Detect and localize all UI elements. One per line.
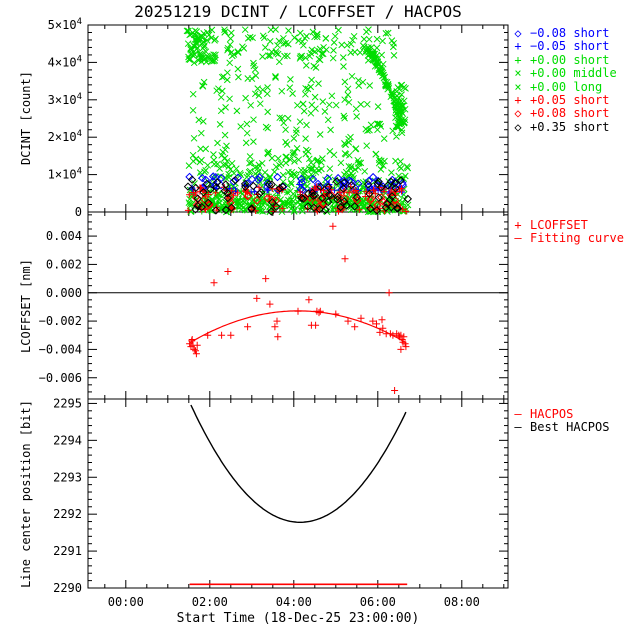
legend-cross-icon: × [514,79,522,94]
legend-item: ◇ −0.08 short [510,26,617,40]
legend-label: LCOFFSET [530,218,588,232]
tick-label: 02:00 [192,595,228,609]
legend-dcint: ◇ −0.08 short + −0.05 short + +0.00 short × +0.… [510,26,617,134]
legend-label: +0.08 short [530,106,610,121]
tick-label: 4×104 [48,54,82,69]
legend-label: Best HACPOS [530,420,610,435]
legend-label: +0.00 middle [530,66,617,81]
tick-label: 2290 [53,581,82,595]
legend-item: — Fitting curve [510,231,624,246]
axes: 0 1×104 2×104 3×104 4×104 5×104 0.004 0.002 0.00… [39,17,509,595]
legend-cross-icon: × [514,66,522,81]
legend-label: −0.05 short [530,39,610,54]
legend-dash-icon: — [514,231,522,246]
legend-item: — HACPOS [510,407,609,421]
x-tick-labels: 00:00 02:00 04:00 06:00 08:00 [108,595,480,609]
tick-label: 1×104 [48,167,82,182]
tick-label: 2295 [53,396,82,410]
tick-label: −0.004 [39,342,82,356]
legend-item: ◇ +0.08 short [510,106,617,121]
legend-plus-icon: + [514,218,522,232]
tick-label: 3×104 [48,92,82,107]
legend-label: +0.35 short [530,119,610,134]
legend-plus-icon: + [514,93,522,108]
tick-label: 06:00 [360,595,396,609]
legend-item: + +0.00 short [510,52,617,67]
fitting-curve [189,310,407,344]
tick-label: 2291 [53,544,82,558]
tick-label: 2293 [53,470,82,484]
hacpos-plot [189,404,408,586]
legend-label: −0.08 short [530,26,610,40]
best-hacpos-curve [190,404,407,523]
marks-diamond-black [191,201,403,216]
y-axis-label-hacpos: Line center position [bit] [19,400,33,588]
legend-label: +0.00 short [530,52,610,67]
legend-hacpos: — HACPOS — Best HACPOS [510,407,610,435]
tick-label: 0 [75,205,82,219]
legend-label: HACPOS [530,407,574,421]
tick-label: 2294 [53,433,82,447]
y-axis-label-dcint: DCINT [count] [19,71,33,165]
panel-frame-hacpos [87,398,509,589]
tick-label: 5×104 [48,17,82,32]
legend-item: × +0.00 middle [510,66,617,81]
tick-label: 0.000 [46,286,82,300]
legend-item: + +0.05 short [510,93,617,108]
legend-dash-icon: — [514,407,522,421]
legend-item: + LCOFFSET [510,218,624,232]
legend-diamond-icon: ◇ [514,119,522,134]
tick-label: 0.004 [46,229,82,243]
tick-label: 2×104 [48,129,82,144]
legend-lcoffset: + LCOFFSET — Fitting curve [510,218,624,246]
legend-dash-icon: — [514,420,522,435]
lcoffset-plot [88,222,508,394]
legend-item: × +0.00 long [510,79,617,94]
panel-frame-dcint [87,24,509,213]
legend-item: — Best HACPOS [510,420,610,435]
x-axis-label: Start Time (18-Dec-25 23:00:00) [176,611,420,626]
tick-label: −0.002 [39,314,82,328]
lcoffset-plus-marks [186,222,410,394]
legend-diamond-icon: ◇ [514,26,522,40]
legend-label: +0.00 long [530,79,603,94]
tick-label: −0.006 [39,371,82,385]
tick-label: 04:00 [276,595,312,609]
legend-diamond-icon: ◇ [514,106,522,121]
legend-plus-icon: + [514,52,522,67]
plot-title: 20251219 DCINT / LCOFFSET / HACPOS [134,2,462,21]
legend-plus-icon: + [514,39,522,54]
tick-label: 08:00 [444,595,480,609]
panel-frame-lcoffset [87,211,509,400]
tick-label: 0.002 [46,257,82,271]
dcint-colored-scatter-points [183,172,413,216]
tick-label: 00:00 [108,595,144,609]
legend-label: Fitting curve [530,231,624,246]
y-axis-label-lcoffset: LCOFFSET [nm] [19,259,33,353]
legend-item: ◇ +0.35 short [510,119,617,134]
legend-item: + −0.05 short [510,39,617,54]
tick-label: 2292 [53,507,82,521]
legend-label: +0.05 short [530,93,610,108]
